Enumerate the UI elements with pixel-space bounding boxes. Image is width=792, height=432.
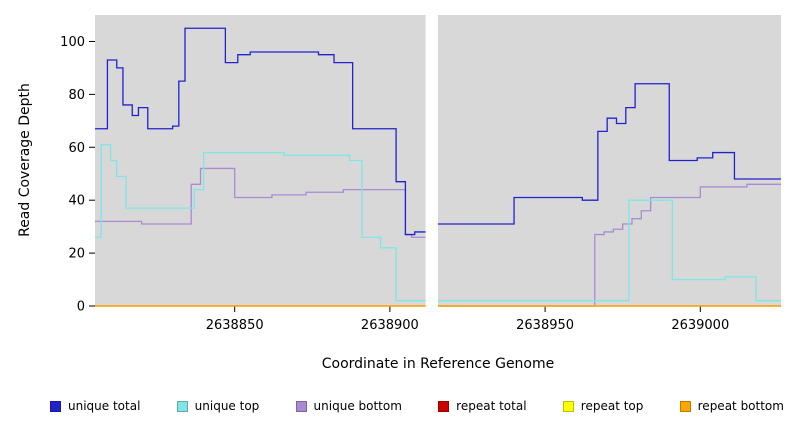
legend-label: repeat total <box>456 399 527 413</box>
legend-label: unique top <box>194 399 260 413</box>
x-tick-label: 2638900 <box>361 318 419 333</box>
legend-item-unique-bottom: unique bottom <box>295 399 402 413</box>
x-tick-label: 2639000 <box>671 318 729 333</box>
legend-item-repeat-top: repeat top <box>562 399 644 413</box>
legend-item-repeat-total: repeat total <box>438 399 527 413</box>
legend-swatch-repeat-total <box>438 400 450 412</box>
legend-label: repeat bottom <box>697 399 784 413</box>
legend-swatch-unique-bottom <box>295 400 307 412</box>
series-unique-total <box>95 27 781 236</box>
x-axis-title: Coordinate in Reference Genome <box>321 356 555 372</box>
series-unique-top <box>95 143 781 302</box>
x-tick-label: 2638850 <box>206 318 264 333</box>
legend-label: unique total <box>68 399 141 413</box>
legend-swatch-unique-total <box>50 400 61 412</box>
legend-item-unique-total: unique total <box>50 399 140 413</box>
x-tick-label: 2638950 <box>516 318 574 333</box>
legend-item-repeat-bottom: repeat bottom <box>679 399 784 413</box>
legend-label: repeat top <box>580 399 644 413</box>
y-tick-label: 100 <box>60 35 85 50</box>
legend-swatch-repeat-bottom <box>679 400 691 412</box>
legend-swatch-repeat-top <box>562 400 574 412</box>
y-tick-label: 60 <box>68 141 85 156</box>
y-tick-label: 40 <box>68 194 85 209</box>
legend-label: unique bottom <box>313 399 402 413</box>
coverage-gap-band <box>425 14 438 307</box>
y-tick-label: 0 <box>77 300 85 315</box>
legend-item-unique-top: unique top <box>176 399 260 413</box>
y-tick-label: 20 <box>68 247 85 262</box>
y-tick-label: 80 <box>68 88 85 103</box>
legend: unique total unique top unique bottom repea… <box>50 399 784 413</box>
legend-swatch-unique-top <box>176 400 188 412</box>
y-axis-title: Read Coverage Depth <box>17 83 33 237</box>
